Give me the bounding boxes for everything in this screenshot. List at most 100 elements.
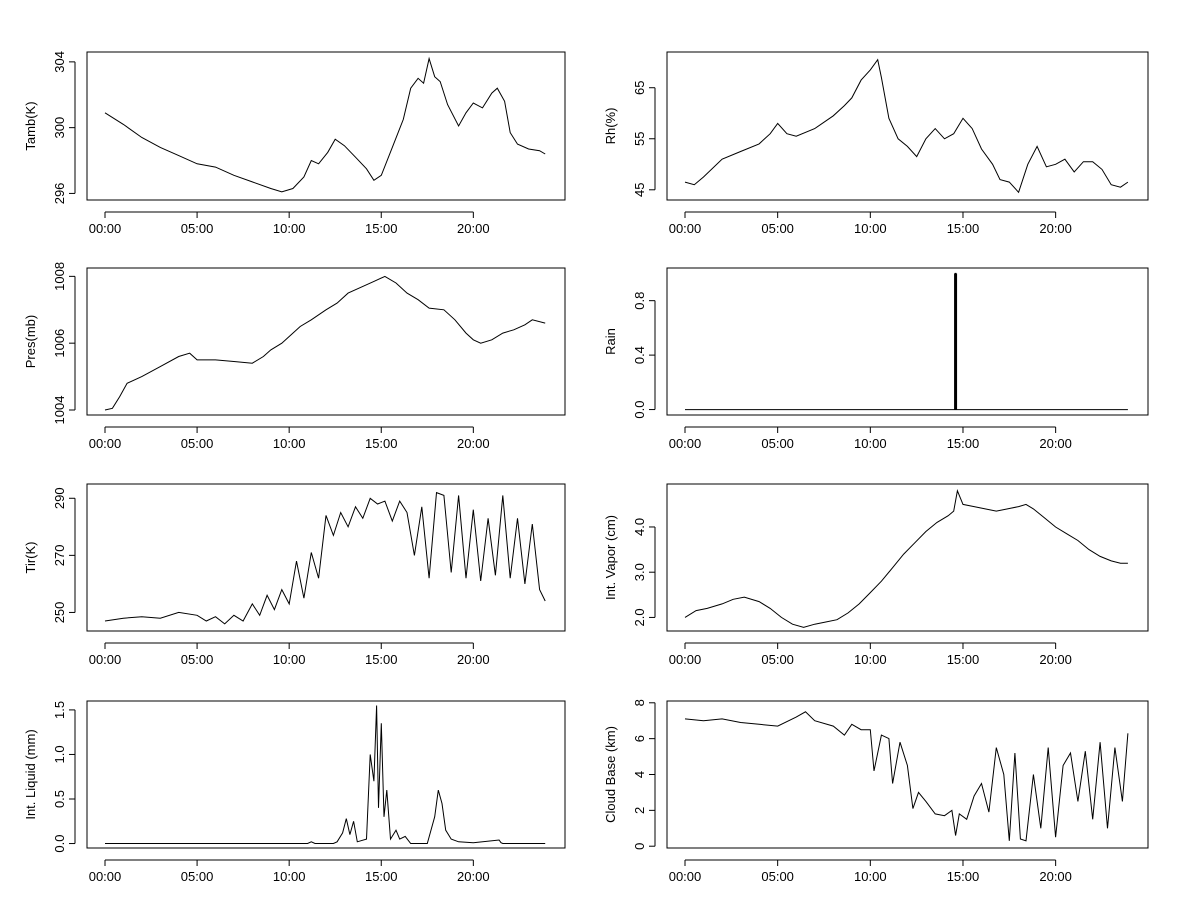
x-tick-label: 10:00: [854, 652, 887, 667]
data-line: [684, 711, 1129, 842]
y-tick-label: 0.4: [632, 346, 647, 364]
y-tick-label: 0: [632, 843, 647, 850]
panel-4: 00:00 05:00 10:00 15:00 20:00 0.0 0.4 0.8 Rain: [603, 267, 1149, 451]
x-tick-label: 20:00: [457, 652, 490, 667]
panel-8: 00:00 05:00 10:00 15:00 20:00 0 2 4 6 8 Cloud Base…: [603, 699, 1149, 884]
y-axis-label: Pres(mb): [23, 315, 38, 368]
y-tick-label: 8: [632, 699, 647, 706]
x-tick-label: 10:00: [273, 869, 306, 884]
x-tick-label: 05:00: [181, 221, 214, 236]
panel-7: 00:00 05:00 10:00 15:00 20:00 0.0 0.5 1.0 1.5 Int…: [23, 700, 566, 884]
data-line: [684, 489, 1128, 628]
data-line: [684, 58, 1129, 194]
plot-frame: [666, 51, 1149, 201]
y-tick-label: 304: [52, 51, 67, 73]
x-tick-label: 15:00: [365, 221, 398, 236]
y-tick-label: 3.0: [632, 563, 647, 581]
x-tick-label: 10:00: [273, 436, 306, 451]
x-tick-label: 05:00: [181, 652, 214, 667]
y-tick-label: 65: [632, 80, 647, 94]
y-axis-label: Cloud Base (km): [603, 726, 618, 823]
x-tick-label: 20:00: [1039, 652, 1072, 667]
x-tick-label: 15:00: [947, 221, 980, 236]
y-tick-label: 1008: [52, 262, 67, 291]
plot-frame: [86, 483, 566, 632]
x-tick-label: 20:00: [457, 221, 490, 236]
y-tick-label: 2: [632, 807, 647, 814]
x-tick-label: 15:00: [365, 436, 398, 451]
y-tick-label: 296: [52, 183, 67, 205]
y-tick-label: 45: [632, 183, 647, 197]
x-tick-label: 15:00: [365, 652, 398, 667]
panel-5: 00:00 05:00 10:00 15:00 20:00 250 270 290 Tir(K): [23, 483, 566, 667]
y-tick-label: 2.0: [632, 608, 647, 626]
plot-frame: [666, 700, 1149, 849]
panel-6: 00:00 05:00 10:00 15:00 20:00 2.0 3.0 4.0 Int. V…: [603, 483, 1149, 667]
x-tick-label: 10:00: [854, 869, 887, 884]
x-tick-label: 05:00: [181, 436, 214, 451]
y-tick-label: 55: [632, 132, 647, 146]
y-tick-label: 4.0: [632, 518, 647, 536]
data-line: [104, 56, 546, 193]
plot-frame: [86, 700, 566, 849]
y-axis-label: Int. Liquid (mm): [23, 729, 38, 819]
x-tick-label: 00:00: [89, 221, 122, 236]
x-tick-label: 05:00: [181, 869, 214, 884]
x-tick-label: 10:00: [854, 436, 887, 451]
plot-frame: [86, 267, 566, 416]
y-tick-label: 0.0: [632, 401, 647, 419]
y-tick-label: 0.8: [632, 292, 647, 310]
x-tick-label: 10:00: [854, 221, 887, 236]
x-tick-label: 20:00: [457, 869, 490, 884]
y-tick-label: 250: [52, 602, 67, 624]
x-tick-label: 05:00: [761, 221, 794, 236]
x-tick-label: 00:00: [669, 436, 702, 451]
y-tick-label: 300: [52, 117, 67, 139]
y-tick-label: 270: [52, 545, 67, 567]
panel-3: 00:00 05:00 10:00 15:00 20:00 1004 1006 1008 Pre…: [23, 262, 566, 451]
x-tick-label: 00:00: [89, 869, 122, 884]
y-tick-label: 290: [52, 487, 67, 509]
y-tick-label: 0.0: [52, 835, 67, 853]
y-tick-label: 0.5: [52, 790, 67, 808]
y-axis-label: Rh(%): [603, 108, 618, 145]
plot-frame: [666, 267, 1149, 416]
x-tick-label: 15:00: [947, 869, 980, 884]
x-tick-label: 00:00: [669, 221, 702, 236]
data-line: [685, 272, 1128, 411]
x-tick-label: 20:00: [457, 436, 490, 451]
plot-frame: [86, 51, 566, 201]
y-tick-label: 1006: [52, 329, 67, 358]
x-tick-label: 00:00: [89, 436, 122, 451]
x-tick-label: 20:00: [1039, 436, 1072, 451]
x-tick-label: 15:00: [365, 869, 398, 884]
x-tick-label: 05:00: [761, 652, 794, 667]
x-tick-label: 05:00: [761, 436, 794, 451]
panel-1: 00:00 05:00 10:00 15:00 20:00 296 300 304 Tamb(K…: [23, 51, 566, 236]
y-axis-label: Tir(K): [23, 541, 38, 573]
plot-frame: [666, 483, 1149, 632]
x-tick-label: 00:00: [669, 652, 702, 667]
x-tick-label: 00:00: [89, 652, 122, 667]
y-axis-label: Int. Vapor (cm): [603, 515, 618, 600]
x-tick-label: 15:00: [947, 652, 980, 667]
data-line: [105, 705, 546, 844]
y-tick-label: 1.5: [52, 701, 67, 719]
y-tick-label: 1004: [52, 396, 67, 425]
panel-2: 00:00 05:00 10:00 15:00 20:00 45 55 65 Rh(%): [603, 51, 1149, 236]
y-tick-label: 6: [632, 735, 647, 742]
y-axis-label: Rain: [603, 328, 618, 355]
y-axis-label: Tamb(K): [23, 101, 38, 150]
x-tick-label: 05:00: [761, 869, 794, 884]
x-tick-label: 15:00: [947, 436, 980, 451]
y-tick-label: 1.0: [52, 745, 67, 763]
x-tick-label: 10:00: [273, 652, 306, 667]
y-tick-label: 4: [632, 771, 647, 778]
x-tick-label: 10:00: [273, 221, 306, 236]
x-tick-label: 20:00: [1039, 221, 1072, 236]
data-line: [104, 275, 546, 411]
x-tick-label: 20:00: [1039, 869, 1072, 884]
data-line: [104, 491, 546, 625]
x-tick-label: 00:00: [669, 869, 702, 884]
